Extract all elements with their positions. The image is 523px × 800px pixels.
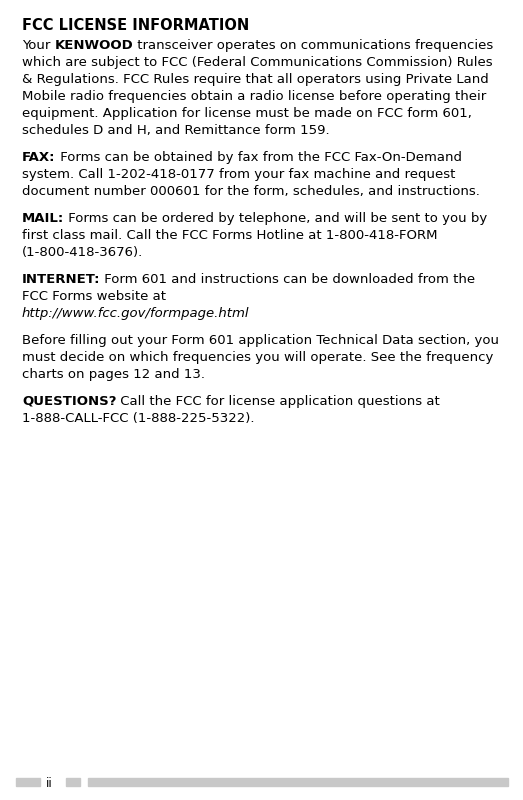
Text: 1-888-CALL-FCC (1-888-225-5322).: 1-888-CALL-FCC (1-888-225-5322). bbox=[22, 412, 255, 425]
Text: KENWOOD: KENWOOD bbox=[54, 39, 133, 52]
Text: Call the FCC for license application questions at: Call the FCC for license application que… bbox=[117, 395, 440, 408]
Bar bbox=[66, 778, 80, 786]
Text: Forms can be ordered by telephone, and will be sent to you by: Forms can be ordered by telephone, and w… bbox=[64, 212, 487, 225]
Text: INTERNET:: INTERNET: bbox=[22, 273, 100, 286]
Text: charts on pages 12 and 13.: charts on pages 12 and 13. bbox=[22, 368, 205, 381]
Text: ii: ii bbox=[46, 777, 53, 790]
Bar bbox=[88, 778, 508, 786]
Text: must decide on which frequencies you will operate. See the frequency: must decide on which frequencies you wil… bbox=[22, 351, 493, 364]
Text: Form 601 and instructions can be downloaded from the: Form 601 and instructions can be downloa… bbox=[100, 273, 475, 286]
Text: which are subject to FCC (Federal Communications Commission) Rules: which are subject to FCC (Federal Commun… bbox=[22, 56, 493, 69]
Text: FAX:: FAX: bbox=[22, 151, 55, 164]
Text: schedules D and H, and Remittance form 159.: schedules D and H, and Remittance form 1… bbox=[22, 124, 329, 137]
Text: & Regulations. FCC Rules require that all operators using Private Land: & Regulations. FCC Rules require that al… bbox=[22, 73, 489, 86]
Text: (1-800-418-3676).: (1-800-418-3676). bbox=[22, 246, 143, 259]
Bar bbox=[16, 778, 40, 786]
Text: document number 000601 for the form, schedules, and instructions.: document number 000601 for the form, sch… bbox=[22, 185, 480, 198]
Text: first class mail. Call the FCC Forms Hotline at 1-800-418-FORM: first class mail. Call the FCC Forms Hot… bbox=[22, 229, 438, 242]
Text: MAIL:: MAIL: bbox=[22, 212, 64, 225]
Text: FCC LICENSE INFORMATION: FCC LICENSE INFORMATION bbox=[22, 18, 249, 33]
Text: system. Call 1-202-418-0177 from your fax machine and request: system. Call 1-202-418-0177 from your fa… bbox=[22, 168, 456, 181]
Text: QUESTIONS?: QUESTIONS? bbox=[22, 395, 117, 408]
Text: Before filling out your Form 601 application Technical Data section, you: Before filling out your Form 601 applica… bbox=[22, 334, 499, 347]
Text: Mobile radio frequencies obtain a radio license before operating their: Mobile radio frequencies obtain a radio … bbox=[22, 90, 486, 103]
Text: equipment. Application for license must be made on FCC form 601,: equipment. Application for license must … bbox=[22, 107, 472, 120]
Text: Your: Your bbox=[22, 39, 54, 52]
Text: FCC Forms website at: FCC Forms website at bbox=[22, 290, 166, 303]
Text: Forms can be obtained by fax from the FCC Fax-On-Demand: Forms can be obtained by fax from the FC… bbox=[55, 151, 461, 164]
Text: transceiver operates on communications frequencies: transceiver operates on communications f… bbox=[133, 39, 494, 52]
Text: http://www.fcc.gov/formpage.html: http://www.fcc.gov/formpage.html bbox=[22, 307, 249, 320]
